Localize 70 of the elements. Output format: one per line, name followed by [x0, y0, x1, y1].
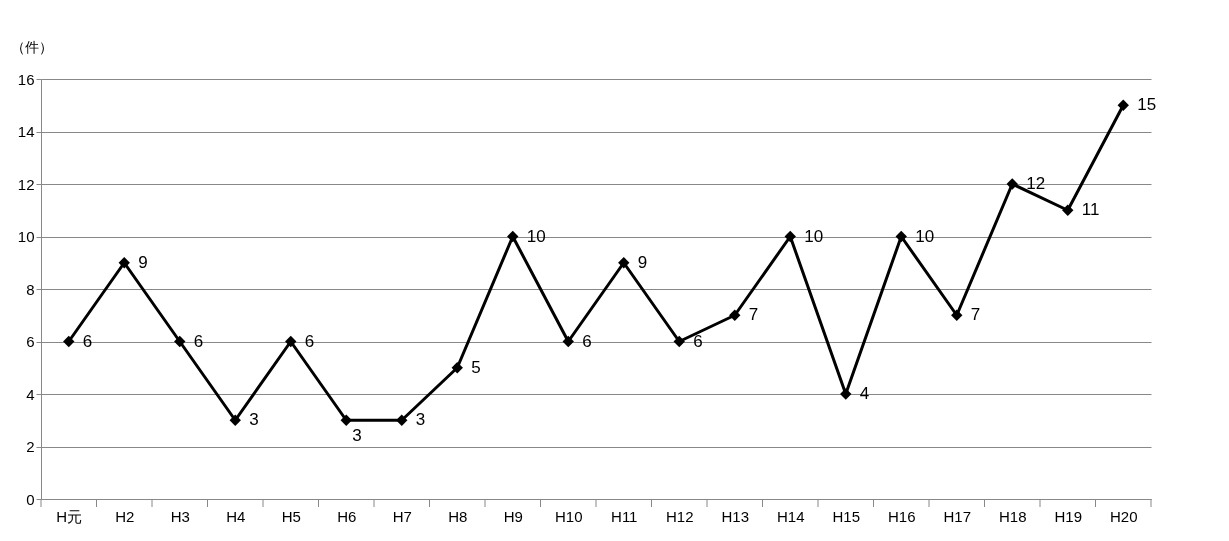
data-label: 15: [1137, 95, 1157, 115]
y-axis-title: （件）: [10, 38, 53, 55]
y-tick-label: 4: [26, 385, 35, 403]
x-tick-label: H6: [337, 507, 357, 525]
data-label: 6: [193, 331, 204, 351]
point: [340, 414, 352, 426]
x-tick-label: H11: [611, 507, 638, 525]
y-tick-label: 2: [26, 438, 35, 455]
point: [507, 230, 519, 243]
data-label: 3: [249, 410, 259, 430]
y-tick-label: 16: [17, 70, 35, 88]
point: [118, 257, 130, 269]
point: [729, 309, 741, 321]
x-tick-label: H4: [226, 507, 246, 525]
x-tick-label: H7: [392, 507, 412, 525]
x-tick-label: H8: [448, 507, 468, 525]
point: [63, 335, 75, 348]
x-tick-label: H元: [56, 507, 83, 525]
point: [673, 335, 685, 348]
point: [396, 414, 408, 426]
data-label: 11: [1081, 200, 1100, 220]
data-label: 9: [637, 252, 648, 272]
data-label: 3: [415, 410, 426, 430]
x-tick-label: H15: [832, 507, 861, 525]
point: [229, 414, 241, 426]
data-label: 10: [915, 226, 935, 246]
x-tick-label: H9: [503, 507, 523, 525]
point: [784, 230, 796, 243]
data-label: 12: [1026, 174, 1046, 193]
point: [562, 335, 574, 348]
data-label: 7: [748, 305, 759, 325]
data-label: 6: [693, 331, 703, 351]
x-tick-label: H3: [170, 507, 190, 525]
data-label: 6: [304, 331, 315, 351]
data-label: 9: [138, 252, 148, 272]
point: [174, 335, 186, 348]
x-tick-label: H2: [115, 507, 135, 525]
point: [618, 257, 630, 269]
point: [1006, 178, 1018, 190]
point: [1117, 99, 1129, 111]
x-tick-label: H16: [887, 507, 916, 525]
point: [895, 230, 907, 243]
x-tick-label: H20: [1109, 507, 1138, 525]
x-tick-label: H14: [776, 507, 805, 525]
y-tick-label: 6: [26, 333, 35, 350]
x-tick-label: H13: [721, 507, 750, 525]
y-tick-label: 14: [17, 123, 35, 140]
x-tick-label: H18: [998, 507, 1027, 525]
data-label: 10: [526, 226, 546, 246]
point: [451, 362, 463, 374]
data-label: 6: [582, 331, 592, 351]
y-tick-label: 12: [17, 175, 35, 193]
y-tick-label: 10: [17, 228, 35, 245]
data-label: 10: [804, 226, 824, 246]
x-tick-label: H12: [665, 507, 694, 525]
x-tick-label: H5: [281, 507, 301, 525]
data-label: 4: [859, 384, 870, 403]
y-tick-label: 0: [26, 490, 35, 508]
point: [951, 309, 963, 321]
point: [1062, 204, 1074, 216]
point: [285, 335, 297, 348]
x-tick-label: H10: [554, 507, 583, 525]
data-label: 7: [970, 305, 981, 325]
y-tick-label: 8: [26, 280, 35, 298]
data-label: 3: [352, 426, 362, 446]
x-tick-label: H17: [943, 507, 972, 525]
data-label: 6: [82, 331, 93, 351]
x-tick-label: H19: [1054, 507, 1083, 525]
data-label: 5: [471, 357, 481, 377]
point: [840, 388, 852, 400]
